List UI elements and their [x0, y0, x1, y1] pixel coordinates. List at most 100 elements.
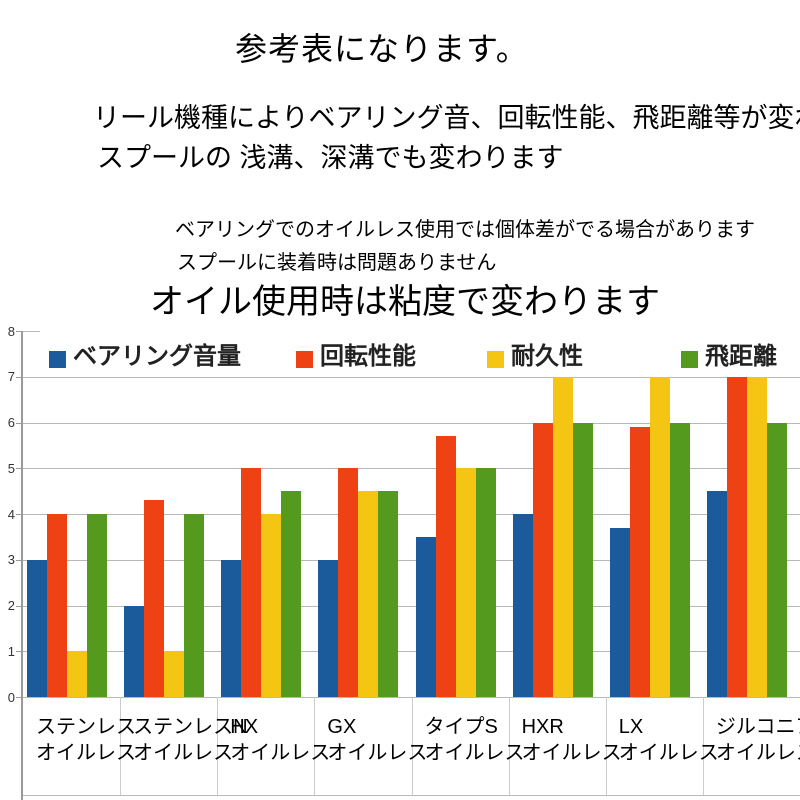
bar-飛距離-6	[669, 422, 690, 697]
legend-label: 耐久性	[511, 343, 583, 370]
category-label-line2: オイルレス	[715, 742, 800, 764]
category-label-line2: オイルレス	[133, 742, 234, 764]
category-label-line1: GX	[327, 716, 357, 738]
label-area-bottom-line	[23, 795, 800, 796]
ytick-4	[16, 514, 22, 515]
legend-swatch-icon	[487, 351, 504, 368]
category-label-3: GX オイルレス	[327, 714, 427, 766]
ytick-7	[16, 376, 22, 378]
note-text-line2: スプールに装着時は問題ありません	[177, 252, 497, 274]
ytick-3	[16, 559, 22, 561]
category-label-line2: オイルレス	[521, 742, 622, 764]
category-label-5: HXR オイルレス	[522, 714, 622, 766]
bar-回転性能-3	[338, 468, 359, 698]
legend-item-飛距離: 飛距離	[681, 336, 777, 372]
bar-回転性能-5	[532, 422, 553, 697]
ytick-1	[16, 651, 22, 653]
bar-ベアリング音量-5	[512, 514, 533, 697]
note-text-line1: ベアリングでのオイルレス使用では個体差がでる場合があります	[175, 219, 755, 241]
gridline-y5	[23, 468, 800, 470]
ytick-label-0: 0	[7, 689, 15, 705]
legend-label: ベアリング音量	[73, 343, 241, 370]
category-label-0: ステンレスオイルレス	[36, 714, 136, 766]
bar-ベアリング音量-1	[124, 605, 145, 697]
category-label-line2: オイルレス	[327, 742, 428, 764]
category-label-line2: オイルレス	[618, 742, 719, 764]
category-label-6: LX オイルレス	[619, 714, 719, 766]
category-label-line1: ステンレスN	[133, 716, 248, 738]
bar-回転性能-2	[241, 468, 262, 698]
bar-飛距離-4	[475, 468, 496, 698]
intro-text-line1: リール機種によりベアリング音、回転性能、飛距離等が変わります。	[93, 103, 800, 133]
bar-飛距離-3	[378, 491, 399, 697]
ytick-label-1: 1	[7, 643, 15, 659]
category-divider-5	[508, 697, 510, 795]
ytick-label-5: 5	[7, 460, 15, 476]
intro-text-line2: スプールの 浅溝、深溝でも変わります	[97, 143, 564, 173]
bar-飛距離-5	[572, 422, 593, 697]
category-label-line1: ジルコニア	[715, 716, 800, 738]
legend-swatch-icon	[49, 351, 66, 368]
chart-legend: ベアリング音量 回転性能 耐久性 飛距離	[40, 330, 800, 370]
legend-item-ベアリング音量: ベアリング音量	[49, 336, 241, 372]
bar-回転性能-1	[144, 500, 165, 697]
ytick-8	[16, 331, 22, 332]
bar-飛距離-7	[766, 422, 787, 697]
legend-label: 回転性能	[320, 343, 416, 370]
ytick-label-8: 8	[7, 323, 15, 339]
bar-耐久性-2	[261, 514, 282, 697]
bar-耐久性-3	[358, 491, 379, 697]
legend-swatch-icon	[681, 351, 698, 368]
bar-耐久性-5	[552, 376, 573, 698]
gridline-y1	[23, 651, 800, 653]
legend-item-耐久性: 耐久性	[487, 336, 583, 372]
gridline-y4	[23, 514, 800, 515]
category-label-line1: HX	[230, 716, 259, 738]
bar-耐久性-0	[67, 651, 87, 698]
category-label-7: ジルコニアオイルレス	[716, 714, 800, 766]
bar-回転性能-4	[435, 436, 456, 697]
y-axis-line	[21, 331, 23, 800]
category-label-line2: オイルレス	[36, 742, 136, 764]
category-divider-7	[702, 697, 704, 795]
bar-ベアリング音量-2	[221, 559, 242, 698]
category-label-line2: オイルレス	[424, 742, 525, 764]
page-title: 参考表になります。	[235, 31, 529, 67]
category-label-1: ステンレスN オイルレス	[133, 714, 247, 766]
category-divider-3	[314, 697, 316, 795]
bar-ベアリング音量-4	[415, 536, 436, 697]
gridline-y3	[23, 559, 800, 561]
ytick-0	[16, 697, 22, 698]
category-label-line2: オイルレス	[230, 742, 331, 764]
category-divider-4	[411, 697, 413, 795]
legend-swatch-icon	[296, 351, 313, 368]
category-label-line1: ステンレス	[36, 716, 136, 738]
legend-label: 飛距離	[705, 343, 777, 370]
gridline-y6	[23, 422, 800, 424]
bar-飛距離-0	[87, 514, 107, 697]
bar-ベアリング音量-7	[706, 491, 727, 697]
category-divider-1	[120, 697, 122, 795]
ytick-label-3: 3	[7, 552, 15, 568]
category-divider-2	[217, 697, 219, 795]
ytick-label-6: 6	[7, 415, 15, 430]
bar-飛距離-2	[281, 491, 302, 697]
bar-回転性能-0	[47, 514, 67, 697]
bar-ベアリング音量-3	[318, 559, 339, 698]
category-label-line1: タイプS	[424, 716, 498, 738]
bar-回転性能-6	[629, 427, 650, 697]
bar-ベアリング音量-0	[27, 559, 47, 698]
bar-ベアリング音量-6	[609, 527, 630, 697]
bar-回転性能-7	[726, 376, 747, 698]
chart-subtitle: オイル使用時は粘度で変わります	[150, 283, 660, 321]
bar-耐久性-4	[455, 468, 476, 698]
category-label-4: タイプS オイルレス	[425, 714, 525, 766]
category-divider-6	[605, 697, 607, 795]
gridline-y7	[23, 376, 800, 378]
ytick-label-2: 2	[7, 598, 15, 613]
ytick-2	[16, 605, 22, 607]
bar-耐久性-1	[164, 651, 185, 698]
category-label-line1: HXR	[521, 716, 564, 738]
